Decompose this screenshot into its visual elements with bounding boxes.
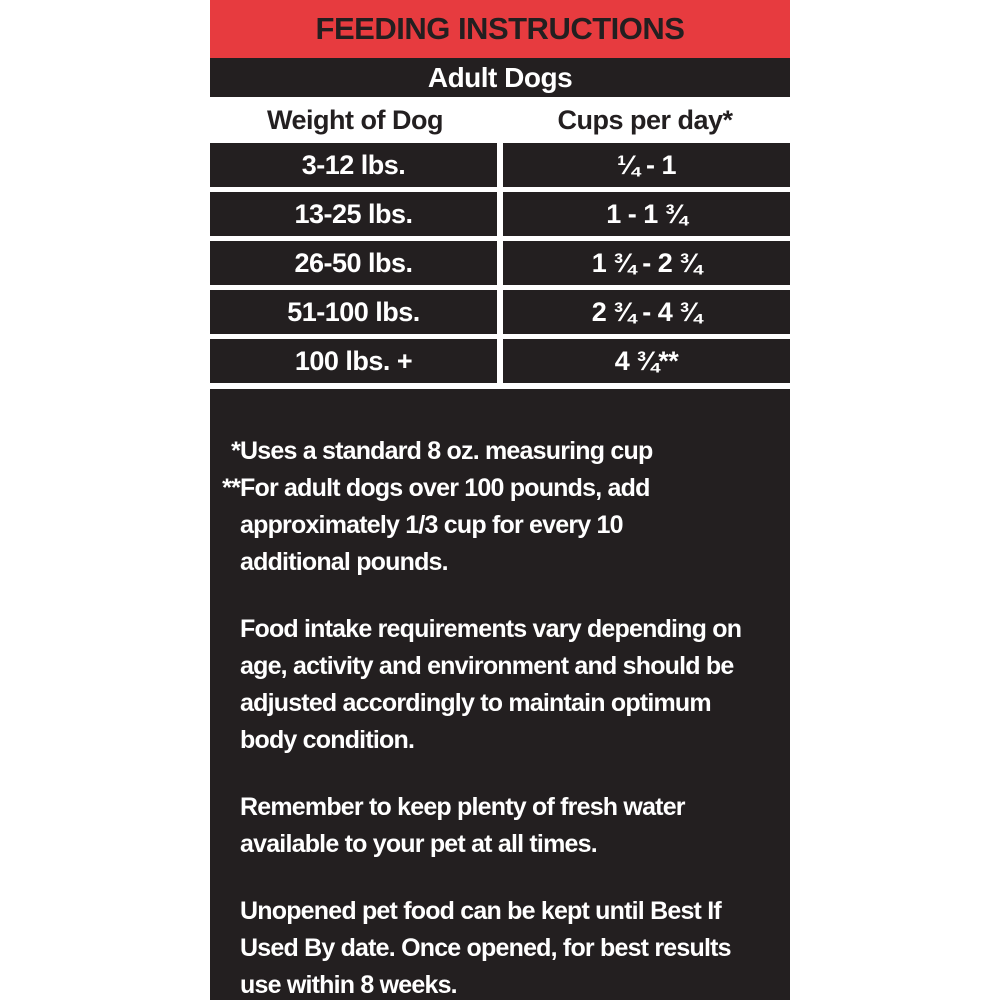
paragraph-line: use within 8 weeks. [240, 971, 458, 999]
footnote-marker: * [231, 437, 241, 465]
paragraph-line: body condition. [240, 726, 415, 754]
notes-block: * Uses a standard 8 oz. measuring cup **… [210, 389, 790, 1000]
weight-cell: 26-50 lbs. [210, 241, 497, 285]
weight-cell: 100 lbs. + [210, 339, 497, 383]
footnote-measuring-cup: * Uses a standard 8 oz. measuring cup [231, 433, 766, 470]
paragraph-food-intake: Food intake requirements vary depending … [240, 611, 766, 759]
footnote-text: Uses a standard 8 oz. measuring cup [240, 437, 653, 465]
paragraph-line: available to your pet at all times. [240, 830, 598, 858]
paragraph-line: Food intake requirements vary depending … [240, 615, 742, 643]
header-banner: FEEDING INSTRUCTIONS [210, 0, 790, 58]
table-row: 26-50 lbs. 1 ¾ - 2 ¾ [210, 241, 790, 285]
paragraph-fresh-water: Remember to keep plenty of fresh water a… [240, 789, 766, 863]
cups-cell: 1 - 1 ¾ [503, 192, 790, 236]
footnote-text: For adult dogs over 100 pounds, add appr… [240, 470, 766, 581]
table-row: 13-25 lbs. 1 - 1 ¾ [210, 192, 790, 236]
subheader-title: Adult Dogs [427, 61, 573, 93]
column-header-cups: Cups per day* [557, 104, 733, 135]
footnote-line: approximately 1/3 cup for every 10 [240, 511, 624, 539]
table-column-headers: Weight of Dog Cups per day* [210, 97, 790, 143]
column-header-weight: Weight of Dog [267, 104, 443, 135]
paragraph-line: Used By date. Once opened, for best resu… [240, 934, 732, 962]
cups-cell: 2 ¾ - 4 ¾ [503, 290, 790, 334]
weight-cell: 3-12 lbs. [210, 143, 497, 187]
cups-cell: 1 ¾ - 2 ¾ [503, 241, 790, 285]
footnote-line: For adult dogs over 100 pounds, add [240, 474, 650, 502]
weight-cell: 13-25 lbs. [210, 192, 497, 236]
footnote-marker: ** [222, 474, 241, 502]
paragraph-line: Unopened pet food can be kept until Best… [240, 897, 722, 925]
paragraph-line: adjusted accordingly to maintain optimum [240, 689, 712, 717]
footnote-line: additional pounds. [240, 548, 449, 576]
subheader-banner: Adult Dogs [210, 58, 790, 97]
paragraph-line: Remember to keep plenty of fresh water [240, 793, 686, 821]
footnote-over-100-pounds: ** For adult dogs over 100 pounds, add a… [222, 470, 766, 581]
table-row: 100 lbs. + 4 ¾** [210, 339, 790, 383]
feeding-instructions-label: FEEDING INSTRUCTIONS Adult Dogs Weight o… [210, 0, 790, 1000]
page-title: FEEDING INSTRUCTIONS [315, 11, 685, 46]
table-row: 3-12 lbs. ¼ - 1 [210, 143, 790, 187]
weight-cell: 51-100 lbs. [210, 290, 497, 334]
cups-cell: 4 ¾** [503, 339, 790, 383]
feeding-table: 3-12 lbs. ¼ - 1 13-25 lbs. 1 - 1 ¾ 26-50… [210, 143, 790, 383]
paragraph-storage: Unopened pet food can be kept until Best… [240, 893, 766, 1004]
table-row: 51-100 lbs. 2 ¾ - 4 ¾ [210, 290, 790, 334]
cups-cell: ¼ - 1 [503, 143, 790, 187]
paragraph-line: age, activity and environment and should… [240, 652, 734, 680]
